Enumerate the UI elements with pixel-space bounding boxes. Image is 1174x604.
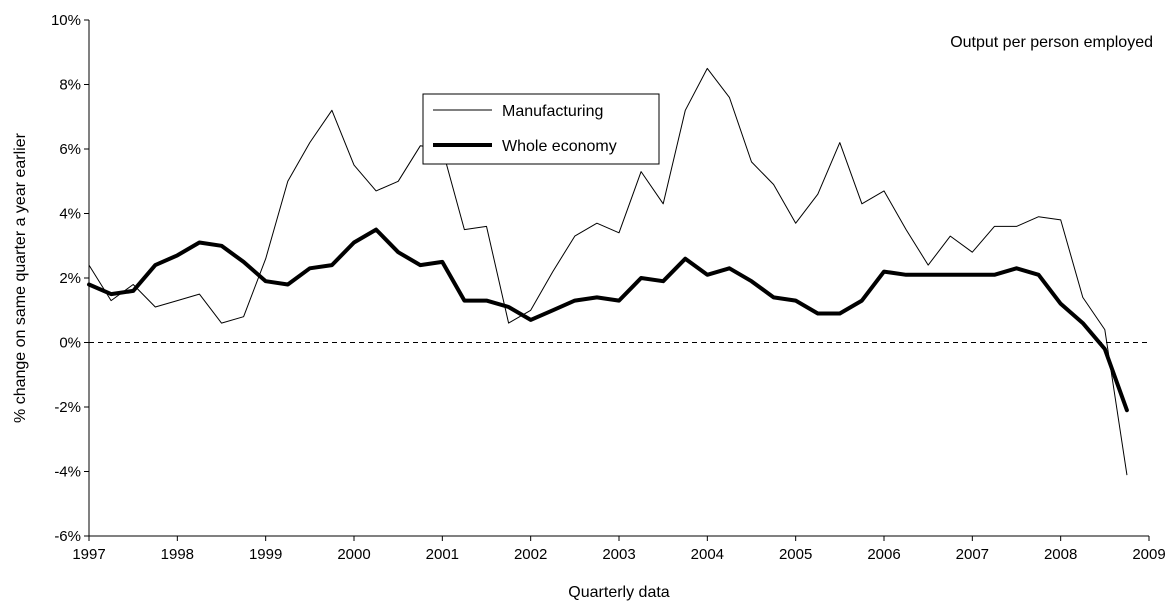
y-tick-label: 10% — [51, 12, 81, 29]
x-tick-label: 2008 — [1044, 546, 1077, 563]
legend: Manufacturing Whole economy — [422, 93, 660, 165]
y-tick-label: 8% — [59, 77, 81, 94]
x-tick-label: 2005 — [779, 546, 812, 563]
legend-label-whole-economy: Whole economy — [502, 138, 617, 155]
y-tick-label: -2% — [54, 399, 81, 416]
y-tick-label: 6% — [59, 141, 81, 158]
y-tick-label: -4% — [54, 464, 81, 481]
x-tick-label: 2009 — [1132, 546, 1165, 563]
x-tick-label: 2004 — [691, 546, 724, 563]
x-tick-label: 2003 — [602, 546, 635, 563]
chart-annotation: Output per person employed — [950, 34, 1153, 51]
series-layer — [87, 67, 1129, 476]
y-tick-label: 4% — [59, 206, 81, 223]
x-tick-label: 2002 — [514, 546, 547, 563]
legend-box — [422, 93, 660, 165]
x-tick-label: 2006 — [867, 546, 900, 563]
x-tick-label: 2000 — [337, 546, 370, 563]
x-axis: 1997 1998 1999 2000 2001 2002 2003 2004 2005 2006… — [72, 535, 1166, 563]
series-line-whole-economy — [87, 227, 1129, 413]
x-axis-title: Quarterly data — [568, 584, 669, 601]
y-tick-label: 0% — [59, 335, 81, 352]
legend-label-manufacturing: Manufacturing — [502, 103, 603, 120]
x-tick-label: 1999 — [249, 546, 282, 563]
x-tick-label: 2007 — [956, 546, 989, 563]
series-line-manufacturing — [88, 67, 1128, 476]
x-tick-label: 1998 — [161, 546, 194, 563]
x-tick-label: 2001 — [426, 546, 459, 563]
y-tick-label: -6% — [54, 528, 81, 545]
x-tick-label: 1997 — [72, 546, 105, 563]
y-tick-label: 2% — [59, 270, 81, 287]
y-axis-title: % change on same quarter a year earlier — [12, 132, 29, 423]
y-axis: -6% -4% -2% 0% 2% 4% 6% 8% 10% — [51, 12, 90, 545]
